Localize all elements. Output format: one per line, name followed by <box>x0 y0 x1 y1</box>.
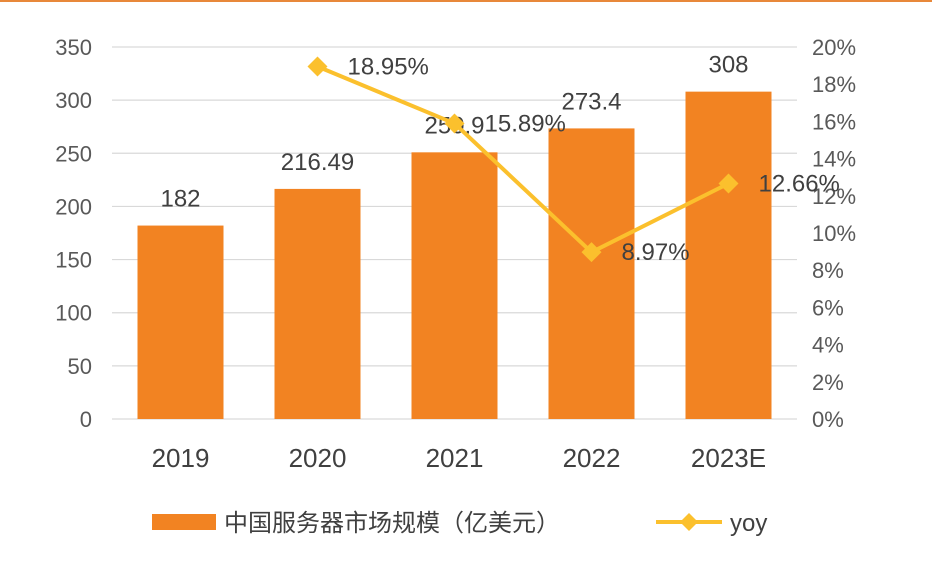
bar-value-label: 182 <box>160 186 200 213</box>
left-tick-label: 350 <box>55 35 92 60</box>
yoy-line-series <box>307 56 739 263</box>
bar-series <box>137 91 772 419</box>
right-tick-label: 18% <box>812 72 856 97</box>
bar <box>137 225 224 419</box>
top-border-line <box>0 0 932 2</box>
category-label: 2022 <box>563 443 621 473</box>
bar-value-label: 273.4 <box>561 88 621 115</box>
yoy-value-label: 12.66% <box>759 171 840 198</box>
right-tick-label: 8% <box>812 258 844 283</box>
left-tick-label: 200 <box>55 194 92 219</box>
category-axis-labels: 2019 2020 2021 2022 2023E <box>152 443 767 473</box>
right-tick-label: 6% <box>812 295 844 320</box>
left-axis-ticks: 0 50 100 150 200 250 300 350 <box>55 35 92 432</box>
legend-bar-label: 中国服务器市场规模（亿美元） <box>224 510 560 537</box>
legend: 中国服务器市场规模（亿美元） yoy <box>152 510 767 537</box>
right-axis-ticks: 0% 2% 4% 6% 8% 10% 12% 14% 16% 18% 20% <box>812 35 856 432</box>
right-tick-label: 4% <box>812 333 844 358</box>
yoy-value-label: 15.89% <box>485 110 566 137</box>
legend-line-label: yoy <box>730 510 767 537</box>
right-tick-label: 12% <box>812 184 856 209</box>
yoy-line <box>316 64 730 255</box>
bar <box>411 152 498 419</box>
left-tick-label: 300 <box>55 88 92 113</box>
category-label: 2019 <box>152 443 210 473</box>
yoy-value-label: 8.97% <box>622 239 690 266</box>
yoy-data-labels: 18.95% 15.89% 8.97% 12.66% <box>348 54 840 267</box>
right-tick-label: 20% <box>812 35 856 60</box>
left-tick-label: 0 <box>80 407 92 432</box>
yoy-marker <box>307 56 328 77</box>
bar <box>548 128 635 419</box>
left-tick-label: 250 <box>55 141 92 166</box>
category-label: 2020 <box>289 443 347 473</box>
bar-value-label: 308 <box>708 52 748 79</box>
left-tick-label: 150 <box>55 248 92 273</box>
bar-value-label: 216.49 <box>281 149 354 176</box>
legend-bar-swatch <box>152 514 216 530</box>
legend-line-marker <box>680 513 698 531</box>
right-tick-label: 10% <box>812 221 856 246</box>
right-tick-label: 16% <box>812 109 856 134</box>
category-label: 2021 <box>426 443 484 473</box>
bar <box>274 188 361 419</box>
yoy-value-label: 18.95% <box>348 54 429 81</box>
yoy-marker <box>444 113 465 134</box>
bar <box>685 91 772 419</box>
left-tick-label: 50 <box>68 354 92 379</box>
right-tick-label: 0% <box>812 407 844 432</box>
category-label: 2023E <box>691 443 766 473</box>
yoy-marker <box>581 242 602 263</box>
right-tick-label: 14% <box>812 147 856 172</box>
yoy-marker <box>718 173 739 194</box>
right-tick-label: 2% <box>812 370 844 395</box>
left-tick-label: 100 <box>55 301 92 326</box>
